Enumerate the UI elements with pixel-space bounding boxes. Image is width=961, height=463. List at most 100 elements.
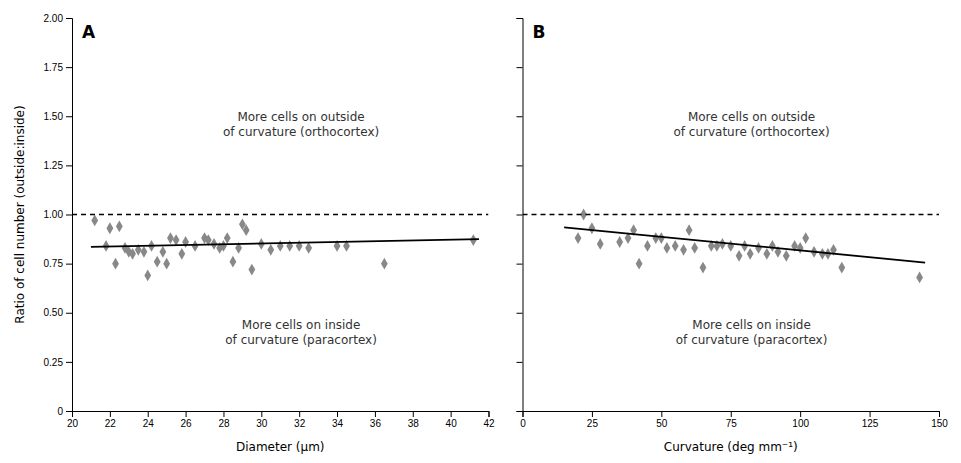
y-axis-tick-mark: [66, 264, 72, 265]
x-axis-tick: 20: [67, 411, 79, 429]
scatter-point: [747, 248, 754, 260]
y-axis-tick: 0.50: [44, 307, 72, 318]
scatter-point: [769, 240, 776, 252]
y-axis-tick-mark: [66, 411, 72, 412]
trend-line: [564, 227, 925, 262]
scatter-point: [144, 270, 151, 282]
scatter-point: [243, 224, 250, 236]
x-axis-tick: 28: [218, 411, 230, 429]
x-axis-tick-mark: [375, 411, 376, 417]
x-axis-tick: 75: [726, 411, 738, 429]
x-axis-tick-mark: [592, 411, 593, 417]
x-axis-tick-label: 20: [67, 418, 79, 429]
scatter-point: [686, 224, 693, 236]
x-axis-tick-label: 150: [931, 418, 948, 429]
scatter-point: [597, 238, 604, 250]
scatter-point: [163, 258, 170, 270]
scatter-point: [154, 256, 161, 268]
x-axis-tick-mark: [870, 411, 871, 417]
x-axis-tick: 22: [105, 411, 117, 429]
y-axis-tick: 0.75: [44, 258, 72, 269]
scatter-point: [727, 240, 734, 252]
y-axis-tick: 0.25: [44, 357, 72, 368]
x-axis-tick-label: 100: [792, 418, 809, 429]
scatter-point: [719, 238, 726, 250]
y-axis-tick-mark: [66, 215, 72, 216]
x-axis-tick-mark: [731, 411, 732, 417]
scatter-point: [736, 250, 743, 262]
plot-area: [72, 215, 489, 282]
y-axis-title: Ratio of cell number (outside:inside): [13, 105, 27, 323]
scatter-point: [91, 215, 98, 227]
x-axis-title: Curvature (deg mm⁻¹): [664, 440, 798, 454]
x-axis-title: Diameter (μm): [236, 440, 325, 454]
scatter-point: [763, 248, 770, 260]
trend-line: [91, 239, 479, 247]
y-axis-tick: 1.75: [44, 62, 72, 73]
x-axis-tick: 100: [792, 411, 809, 429]
x-axis-tick: 34: [332, 411, 344, 429]
y-axis-tick-mark: [66, 116, 72, 117]
scatter-point: [129, 248, 136, 260]
x-axis-tick: 42: [483, 411, 495, 429]
y-axis-tick-label: 1.00: [44, 209, 64, 220]
y-axis-line: [517, 19, 524, 412]
y-axis: [517, 19, 524, 412]
x-axis-tick-label: 0: [520, 418, 526, 429]
x-axis-tick-label: 36: [370, 418, 382, 429]
x-axis-tick: 30: [256, 411, 268, 429]
panel-label: A: [82, 22, 96, 42]
x-axis-tick-label: 26: [181, 418, 193, 429]
scatter-point: [277, 240, 284, 252]
y-axis-tick-label: 1.75: [44, 62, 64, 73]
scatter-point: [116, 220, 123, 232]
scatter-point: [700, 262, 707, 274]
x-axis-tick-mark: [489, 411, 490, 417]
scatter-point: [644, 240, 651, 252]
x-axis-tick-mark: [800, 411, 801, 417]
x-axis-tick-label: 40: [446, 418, 458, 429]
scatter-point: [112, 258, 119, 270]
scatter-point: [636, 258, 643, 270]
x-axis-tick-label: 24: [143, 418, 155, 429]
y-axis-tick-label: 1.25: [44, 160, 64, 171]
y-axis-tick: [517, 165, 523, 166]
scatter-point: [672, 240, 679, 252]
scatter-point: [802, 232, 809, 244]
x-axis-tick: 125: [862, 411, 879, 429]
x-axis-line: [73, 412, 490, 418]
scatter-point: [691, 242, 698, 254]
y-axis-tick-mark: [66, 67, 72, 68]
reference-line: [523, 214, 940, 216]
x-axis-tick-label: 42: [483, 418, 495, 429]
y-axis-tick-mark: [66, 362, 72, 363]
scatter-point: [106, 222, 113, 234]
x-axis-tick-label: 50: [656, 418, 668, 429]
scatter-point: [182, 236, 189, 248]
y-axis-tick-mark: [517, 264, 523, 265]
scatter-point: [663, 242, 670, 254]
scatter-point: [783, 250, 790, 262]
scatter-point: [173, 234, 180, 246]
scatter-point: [224, 232, 231, 244]
x-axis-tick-mark: [261, 411, 262, 417]
x-axis-tick-mark: [110, 411, 111, 417]
scatter-point: [141, 246, 148, 258]
y-axis-tick: [517, 411, 523, 412]
y-axis-tick-mark: [517, 116, 523, 117]
x-axis-tick-mark: [299, 411, 300, 417]
x-axis-tick-mark: [148, 411, 149, 417]
x-axis-tick-mark: [223, 411, 224, 417]
scatter-point: [167, 232, 174, 244]
scatter-point: [381, 258, 388, 270]
y-axis-tick-label: 0.75: [44, 258, 64, 269]
x-axis-tick-label: 125: [862, 418, 879, 429]
y-axis-tick: 1.25: [44, 160, 72, 171]
x-axis-tick: 24: [143, 411, 155, 429]
y-axis-tick-mark: [517, 165, 523, 166]
y-axis-tick-mark: [517, 215, 523, 216]
y-axis-tick-mark: [66, 313, 72, 314]
x-axis-tick-label: 38: [408, 418, 420, 429]
y-axis-tick-mark: [517, 411, 523, 412]
panel: 20222426283032343638404200.250.500.751.0…: [13, 13, 495, 454]
